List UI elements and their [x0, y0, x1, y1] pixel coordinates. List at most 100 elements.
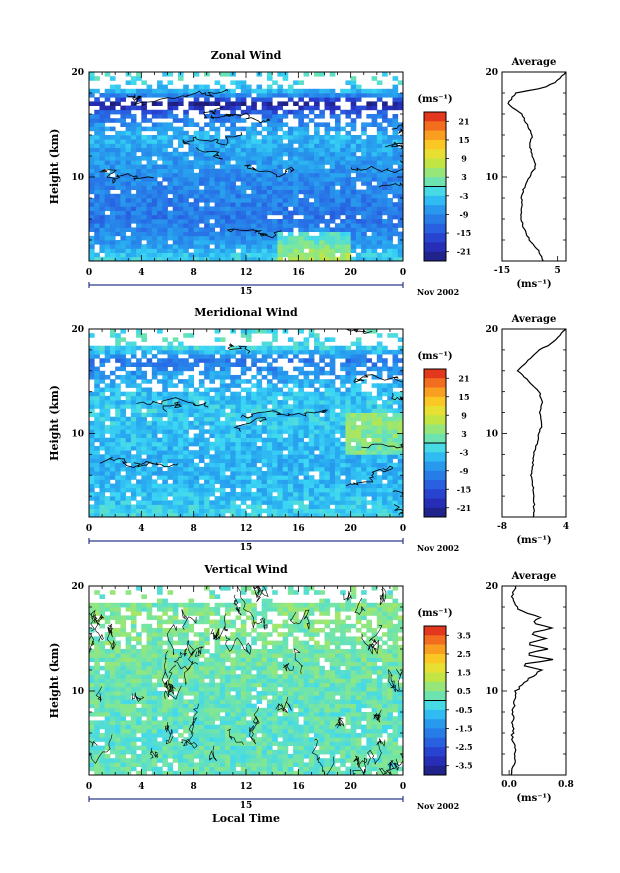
heatmap-cell — [282, 88, 289, 94]
heatmap-cell — [319, 445, 325, 451]
heatmap-cell — [125, 168, 132, 174]
heatmap-cell — [392, 160, 399, 165]
heatmap-cell — [198, 248, 205, 253]
heatmap-cell — [345, 214, 352, 220]
heatmap-cell — [355, 168, 362, 174]
heatmap-cell — [303, 770, 310, 776]
heatmap-cell — [172, 193, 179, 199]
heatmap-cell — [198, 256, 205, 262]
heatmap-cell — [282, 504, 289, 510]
heatmap-cell — [198, 508, 205, 514]
heatmap-cell — [177, 395, 184, 401]
heatmap-cell — [350, 362, 357, 367]
heatmap-cell — [303, 491, 310, 497]
heatmap-cell — [261, 164, 268, 169]
heatmap-cell — [141, 164, 147, 169]
heatmap-cell — [287, 164, 294, 169]
heatmap-cell — [157, 466, 163, 472]
heatmap-cell — [329, 471, 336, 476]
heatmap-cell — [345, 766, 352, 772]
heatmap-cell — [240, 370, 247, 376]
heatmap-cell — [298, 358, 304, 363]
heatmap-cell — [125, 762, 132, 767]
heatmap-cell — [141, 193, 147, 199]
heatmap-cell — [371, 329, 378, 334]
heatmap-cell — [188, 172, 195, 178]
heatmap-cell — [334, 500, 341, 505]
heatmap-cell — [136, 160, 142, 165]
heatmap-cell — [350, 227, 357, 232]
heatmap-cell — [314, 156, 320, 161]
heatmap-cell — [120, 512, 127, 518]
heatmap-cell — [319, 395, 325, 401]
heatmap-cell — [272, 333, 278, 338]
heatmap-cell — [225, 181, 231, 186]
heatmap-cell — [376, 189, 383, 195]
heatmap-cell — [345, 491, 352, 497]
heatmap-cell — [246, 337, 252, 342]
heatmap-cell — [324, 471, 331, 476]
heatmap-cell — [392, 500, 399, 505]
heatmap-cell — [214, 198, 221, 203]
heatmap-cell — [397, 240, 404, 245]
heatmap-cell — [287, 387, 294, 393]
heatmap-cell — [350, 512, 357, 518]
heatmap-cell — [130, 475, 137, 480]
heatmap-cell — [324, 508, 331, 514]
heatmap-cell — [193, 766, 200, 772]
colorbar-tick-label: -3 — [460, 447, 469, 457]
heatmap-cell — [130, 256, 137, 262]
heatmap-cell — [99, 508, 106, 514]
heatmap-cell — [340, 412, 346, 418]
heatmap-cell — [219, 206, 226, 211]
heatmap-cell — [319, 491, 325, 497]
heatmap-cell — [225, 72, 231, 77]
heatmap-cell — [350, 379, 357, 384]
heatmap-cell — [382, 88, 388, 94]
heatmap-cell — [355, 412, 362, 418]
heatmap-cell — [167, 429, 174, 434]
colorbar-tick-label: 21 — [458, 116, 469, 126]
heatmap-cell — [303, 177, 310, 182]
heatmap-cell — [172, 345, 179, 351]
heatmap-cell — [397, 135, 404, 140]
heatmap-cell — [251, 416, 257, 422]
heatmap-cell — [230, 483, 236, 489]
heatmap-cell — [266, 151, 273, 157]
heatmap-cell — [293, 223, 299, 228]
heatmap-cell — [319, 770, 325, 776]
heatmap-cell — [293, 114, 299, 119]
heatmap-cell — [162, 374, 168, 380]
heatmap-cell — [209, 156, 215, 161]
heatmap-cell — [172, 114, 179, 119]
heatmap-cell — [230, 202, 236, 207]
heatmap-cell — [366, 223, 372, 228]
heatmap-cell — [99, 240, 106, 245]
heatmap-cell — [125, 437, 132, 443]
average-title: Average — [511, 57, 557, 68]
heatmap-cell — [376, 408, 383, 413]
heatmap-cell — [130, 466, 137, 472]
heatmap-cell — [219, 147, 226, 153]
heatmap-cell — [298, 256, 304, 262]
heatmap-cell — [151, 416, 158, 422]
heatmap-cell — [99, 164, 106, 169]
heatmap-cell — [230, 429, 236, 434]
average-x-axis-label: (ms⁻¹) — [516, 535, 551, 546]
heatmap-cell — [151, 458, 158, 464]
heatmap-cell — [397, 202, 404, 207]
heatmap-cell — [350, 429, 357, 434]
heatmap-cell — [303, 508, 310, 514]
heatmap-cell — [183, 235, 189, 241]
heatmap-cell — [104, 387, 111, 393]
heatmap-cell — [188, 105, 195, 111]
heatmap-cell — [246, 109, 252, 115]
heatmap-cell — [89, 256, 95, 262]
heatmap-cell — [151, 93, 158, 98]
heatmap-cell — [303, 420, 310, 426]
heatmap-cell — [240, 766, 247, 772]
heatmap-cell — [387, 151, 393, 157]
heatmap-cell — [246, 404, 252, 409]
heatmap-cell — [162, 395, 168, 401]
heatmap-cell — [387, 231, 393, 237]
